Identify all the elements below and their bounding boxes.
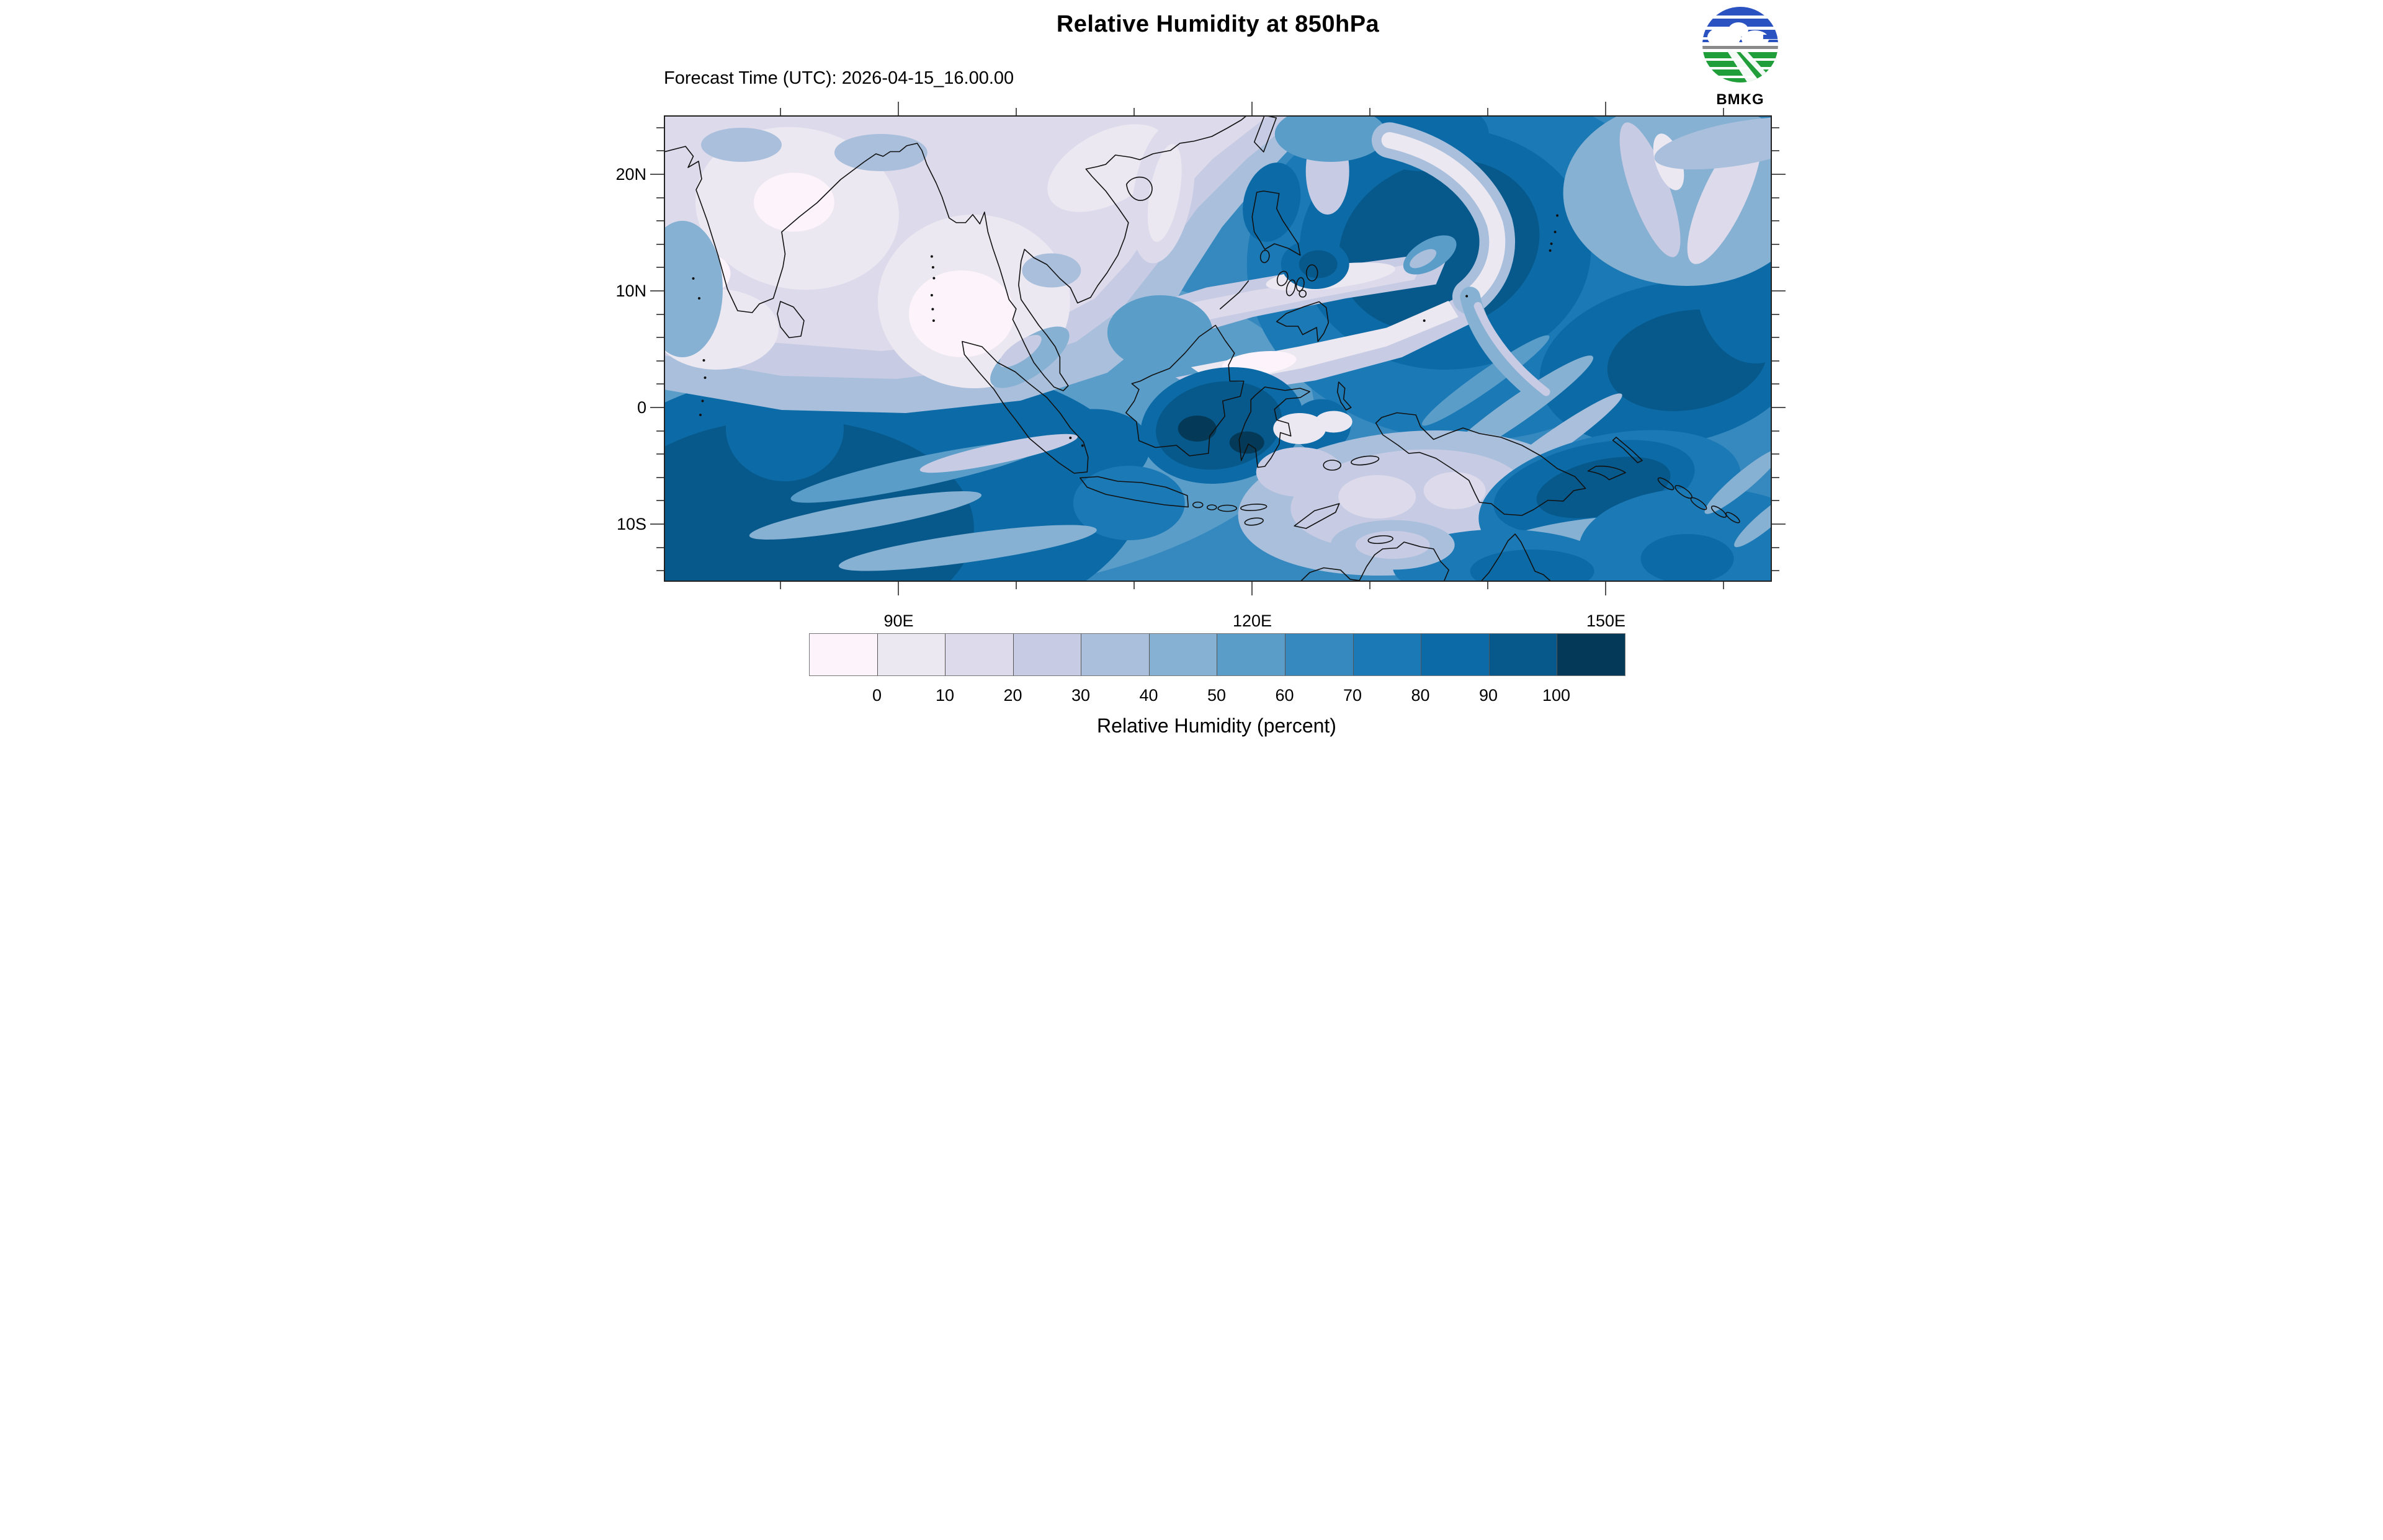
x-tick-label: 150E (1586, 612, 1625, 630)
y-axis-major-tick-right (1772, 523, 1786, 525)
y-axis-minor-tick-right (1772, 243, 1779, 245)
y-axis-major-tick-right (1772, 406, 1786, 408)
x-axis-minor-tick (1016, 582, 1017, 589)
colorbar-tick-label: 100 (1542, 686, 1571, 705)
y-tick-label: 10S (616, 514, 646, 533)
y-axis-minor-tick-right (1772, 220, 1779, 222)
bmkg-logo: BMKG (1699, 5, 1781, 109)
y-axis-minor-tick (656, 383, 664, 385)
y-axis-minor-tick-right (1772, 313, 1779, 315)
colorbar-cell (1421, 634, 1490, 675)
colorbar-tick-label: 40 (1139, 686, 1158, 705)
weather-chart-page: Relative Humidity at 850hPa Forecast Tim… (596, 0, 1787, 770)
y-axis-minor-tick-right (1772, 570, 1779, 572)
y-tick-label: 20N (615, 164, 646, 184)
y-axis-major-tick (650, 523, 664, 525)
y-tick-label: 10N (615, 281, 646, 300)
y-axis-minor-tick-right (1772, 383, 1779, 385)
x-axis-major-tick-top (898, 102, 900, 115)
y-axis-minor-tick-right (1772, 500, 1779, 502)
x-axis-minor-tick-top (1016, 108, 1017, 115)
x-axis-minor-tick-top (1723, 108, 1725, 115)
colorbar-cell (1557, 634, 1625, 675)
colorbar-cell (1353, 634, 1422, 675)
humidity-field-map (664, 115, 1772, 582)
y-axis-major-tick (650, 173, 664, 175)
colorbar-cell (1489, 634, 1558, 675)
y-axis-minor-tick (656, 337, 664, 339)
x-axis-minor-tick (1369, 582, 1371, 589)
y-axis-minor-tick (656, 360, 664, 362)
y-axis-major-tick (650, 406, 664, 408)
bmkg-logo-icon (1702, 7, 1778, 82)
colorbar-cell (810, 634, 878, 675)
colorbar (809, 633, 1625, 676)
y-axis-minor-tick (656, 197, 664, 198)
y-axis-minor-tick-right (1772, 360, 1779, 362)
bmkg-logo-label: BMKG (1716, 91, 1764, 108)
colorbar-tick-label: 70 (1343, 686, 1362, 705)
x-axis-major-tick-top (1605, 102, 1607, 115)
y-axis-minor-tick-right (1772, 267, 1779, 269)
map-area (664, 115, 1772, 582)
colorbar-tick-label: 30 (1071, 686, 1091, 705)
y-axis-minor-tick (656, 546, 664, 548)
forecast-time-label: Forecast Time (UTC): 2026-04-15_16.00.00 (664, 68, 1014, 88)
y-axis-minor-tick-right (1772, 430, 1779, 432)
colorbar-caption: Relative Humidity (percent) (1097, 714, 1336, 737)
x-tick-label: 90E (883, 612, 914, 630)
x-axis-major-tick (1251, 582, 1253, 595)
colorbar-tick-label: 90 (1478, 686, 1498, 705)
colorbar-cell (877, 634, 946, 675)
y-axis-minor-tick-right (1772, 150, 1779, 152)
x-axis-minor-tick (1487, 582, 1489, 589)
colorbar-tick-label: 10 (935, 686, 955, 705)
colorbar-tick-label: 20 (1003, 686, 1022, 705)
x-axis-minor-tick-top (780, 108, 782, 115)
y-axis-minor-tick-right (1772, 127, 1779, 128)
y-axis-minor-tick (656, 500, 664, 502)
y-axis-minor-tick (656, 313, 664, 315)
y-axis-minor-tick-right (1772, 476, 1779, 478)
x-axis-minor-tick-top (1133, 108, 1135, 115)
x-axis-minor-tick (1723, 582, 1725, 589)
y-axis-minor-tick (656, 267, 664, 269)
y-axis-major-tick (650, 290, 664, 292)
y-axis-minor-tick (656, 570, 664, 572)
x-axis-major-tick-top (1251, 102, 1253, 115)
colorbar-tick-label: 60 (1275, 686, 1294, 705)
y-axis-minor-tick (656, 127, 664, 128)
colorbar-cell (1217, 634, 1286, 675)
y-axis-minor-tick (656, 150, 664, 152)
y-axis-minor-tick (656, 430, 664, 432)
page-title: Relative Humidity at 850hPa (1056, 11, 1380, 37)
x-axis-major-tick (1605, 582, 1607, 595)
x-axis-minor-tick (780, 582, 782, 589)
colorbar-cell (1013, 634, 1082, 675)
colorbar-tick-label: 80 (1411, 686, 1430, 705)
colorbar-tick-label: 50 (1207, 686, 1227, 705)
colorbar-cell (1081, 634, 1150, 675)
y-tick-label: 0 (637, 398, 646, 417)
y-axis-major-tick-right (1772, 173, 1786, 175)
y-axis-minor-tick-right (1772, 546, 1779, 548)
colorbar-cell (946, 634, 1014, 675)
colorbar-cell (1285, 634, 1354, 675)
y-axis-minor-tick (656, 243, 664, 245)
y-axis-major-tick-right (1772, 290, 1786, 292)
y-axis-minor-tick-right (1772, 453, 1779, 455)
x-axis-minor-tick (1133, 582, 1135, 589)
colorbar-tick-label: 0 (872, 686, 882, 705)
y-axis-minor-tick-right (1772, 197, 1779, 198)
y-axis-minor-tick-right (1772, 337, 1779, 339)
x-axis-major-tick (898, 582, 900, 595)
y-axis-minor-tick (656, 453, 664, 455)
x-axis-minor-tick-top (1487, 108, 1489, 115)
y-axis-minor-tick (656, 476, 664, 478)
x-tick-label: 120E (1232, 612, 1272, 630)
y-axis-minor-tick (656, 220, 664, 222)
x-axis-minor-tick-top (1369, 108, 1371, 115)
colorbar-cell (1149, 634, 1218, 675)
